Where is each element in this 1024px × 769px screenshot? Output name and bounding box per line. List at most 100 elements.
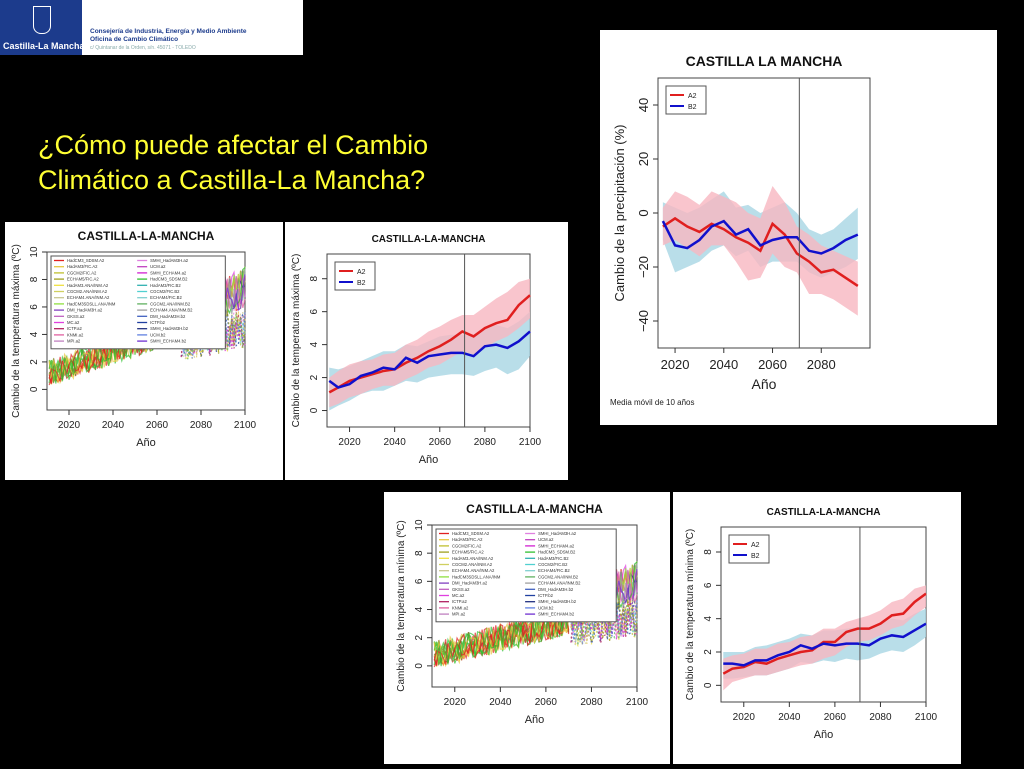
legend-label: HadCM3_SDSM.A2 <box>67 258 105 263</box>
y-tick-label: 2 <box>703 649 714 655</box>
model-line-scenario <box>570 598 638 644</box>
band-a2 <box>329 278 530 408</box>
legend-label: UCM.b2 <box>150 332 166 337</box>
legend-box <box>665 85 707 115</box>
slide-title-line-1: ¿Cómo puede afectar el Cambio <box>38 130 429 160</box>
x-tick-label: 2080 <box>474 437 497 448</box>
x-tick-label: 2060 <box>429 437 452 448</box>
legend-label: MC.a2 <box>452 593 465 598</box>
legend-label: ICTP.a2 <box>67 326 82 331</box>
x-tick-label: 2060 <box>758 357 787 372</box>
legend-label: KNMI.a2 <box>67 332 84 337</box>
series-line-b2 <box>723 622 927 667</box>
chart-title: CASTILLA-LA-MANCHA <box>372 234 486 245</box>
logo-banner: Castilla-La Mancha Consejería de Industr… <box>0 0 303 55</box>
y-tick-label: 0 <box>29 386 40 392</box>
x-tick-label: 2020 <box>733 712 756 723</box>
y-tick-label: 4 <box>414 606 425 612</box>
legend-label: SMHI_HadAM3H.b2 <box>150 326 189 331</box>
legend-label: SMHI_ECHAM4.a2 <box>150 270 187 275</box>
legend-label-b2: B2 <box>688 104 697 111</box>
y-axis-label: Cambio de la precipitación (%) <box>612 124 627 301</box>
y-tick-label: 0 <box>703 682 714 688</box>
precipitation-chart-panel: CASTILLA LA MANCHA 2020 2040 2060 2080 −40 −20… <box>600 30 997 425</box>
x-tick-label: 2080 <box>580 697 603 708</box>
x-axis-label: Año <box>752 376 777 392</box>
legend-label: ECHAM4/FIC.B2 <box>538 568 570 573</box>
legend-label: CGCM2/FIC.B2 <box>538 562 568 567</box>
legend-label: CGCM2/FIC.A2 <box>452 543 482 548</box>
y-tick-label: 4 <box>29 331 40 337</box>
legend-label: HadCM3_SDSM.B2 <box>150 277 188 282</box>
series-line-b2 <box>328 330 531 389</box>
model-line-scenario <box>570 602 638 646</box>
legend-label: ECHAM5/FIC.A2 <box>67 277 99 282</box>
series-line-a2 <box>662 216 859 287</box>
y-tick-label: 0 <box>309 407 320 413</box>
org-address: c/ Quintanar de la Orden, s/n. 45071 - T… <box>90 45 196 51</box>
x-tick-label: 2040 <box>489 697 512 708</box>
crest-icon <box>33 6 51 34</box>
y-tick-label: 6 <box>703 582 714 588</box>
x-tick-label: 2040 <box>102 420 125 431</box>
legend-label: ICTP.b2 <box>538 593 553 598</box>
legend-label: DMI_HadAM3H.a2 <box>67 308 103 313</box>
y-tick-label: 10 <box>29 246 40 258</box>
legend-label: SMHI_HadAM3H.a2 <box>150 258 189 263</box>
legend-label: ECHAM4.ANA/INM.B2 <box>150 308 193 313</box>
y-tick-label: 8 <box>29 276 40 282</box>
legend-label: HadCM3_SDSM.A2 <box>452 531 490 536</box>
legend-label: HadAM3/FIC.B2 <box>538 556 569 561</box>
legend-label: CGCM2.ANA/INM.B2 <box>538 574 579 579</box>
legend-label: DMI_HadAM3H.b2 <box>150 314 186 319</box>
legend-box <box>435 528 617 623</box>
y-tick-label: 8 <box>309 275 320 281</box>
x-tick-label: 2020 <box>338 437 361 448</box>
tmax-models-chart-panel: CASTILLA-LA-MANCHA 2020 2040 2060 2080 2100 0 2… <box>5 222 283 480</box>
x-tick-label: 2100 <box>234 420 257 431</box>
y-tick-label: 0 <box>414 663 425 669</box>
tmin-models-chart-panel: CASTILLA-LA-MANCHA 2020 2040 2060 2080 2100 0 2… <box>384 492 670 764</box>
tmax-models-chart: CASTILLA-LA-MANCHA 2020 2040 2060 2080 2100 0 2… <box>11 229 257 449</box>
x-axis-label: Año <box>525 714 545 726</box>
slide-title-line-2: Climático a Castilla-La Mancha? <box>38 165 426 195</box>
y-tick-label: 2 <box>29 359 40 365</box>
x-tick-label: 2100 <box>519 437 542 448</box>
x-tick-label: 2060 <box>146 420 169 431</box>
legend-label: CGCM2/FIC.B2 <box>150 289 180 294</box>
x-tick-label: 2080 <box>869 712 892 723</box>
y-axis-label: Cambio de la temperatura máxima (ºC) <box>11 244 22 418</box>
legend-label: ICTP.b2 <box>150 320 165 325</box>
legend-label: SMHI_ECHAM4.a2 <box>538 543 575 548</box>
legend-label: MPI.a2 <box>67 339 81 344</box>
y-tick-label: 20 <box>636 152 651 166</box>
chart-title: CASTILLA LA MANCHA <box>686 53 843 69</box>
legend-box <box>50 255 226 350</box>
y-tick-label: 8 <box>703 549 714 555</box>
x-tick-label: 2060 <box>824 712 847 723</box>
slide-title: ¿Cómo puede afectar el Cambio Climático … <box>38 128 428 198</box>
y-tick-label: 4 <box>309 341 320 347</box>
tmin-ensemble-chart-panel: CASTILLA-LA-MANCHA 2020 2040 2060 2080 2100 0 2… <box>673 492 961 764</box>
legend-label: HadAM3/FIC.A2 <box>452 537 483 542</box>
legend-box <box>728 534 770 564</box>
legend-box <box>334 261 376 291</box>
legend-label: UCM.a2 <box>538 537 554 542</box>
x-tick-label: 2080 <box>190 420 213 431</box>
legend-label: DMI_HadAM3H.b2 <box>538 587 574 592</box>
y-tick-label: 6 <box>29 304 40 310</box>
series-line-a2 <box>328 294 531 394</box>
y-tick-label: 0 <box>636 209 651 216</box>
chart-title: CASTILLA-LA-MANCHA <box>466 502 603 516</box>
legend-label: MC.a2 <box>67 320 80 325</box>
organization-text: Consejería de Industria, Energía y Medio… <box>90 28 247 52</box>
y-axis-label: Cambio de la temperatura mínima (ºC) <box>685 529 696 701</box>
legend-label: DMI_HadAM3H.a2 <box>452 581 488 586</box>
legend-label: HadAM3.ANA/INM.A2 <box>67 283 109 288</box>
org-line-1: Consejería de Industria, Energía y Medio… <box>90 28 247 35</box>
x-tick-label: 2100 <box>626 697 649 708</box>
legend-label: HadCM3SDSLL.ANA/INM <box>452 574 501 579</box>
y-tick-label: 6 <box>414 578 425 584</box>
legend-label: HadCM3_SDSM.B2 <box>538 550 576 555</box>
